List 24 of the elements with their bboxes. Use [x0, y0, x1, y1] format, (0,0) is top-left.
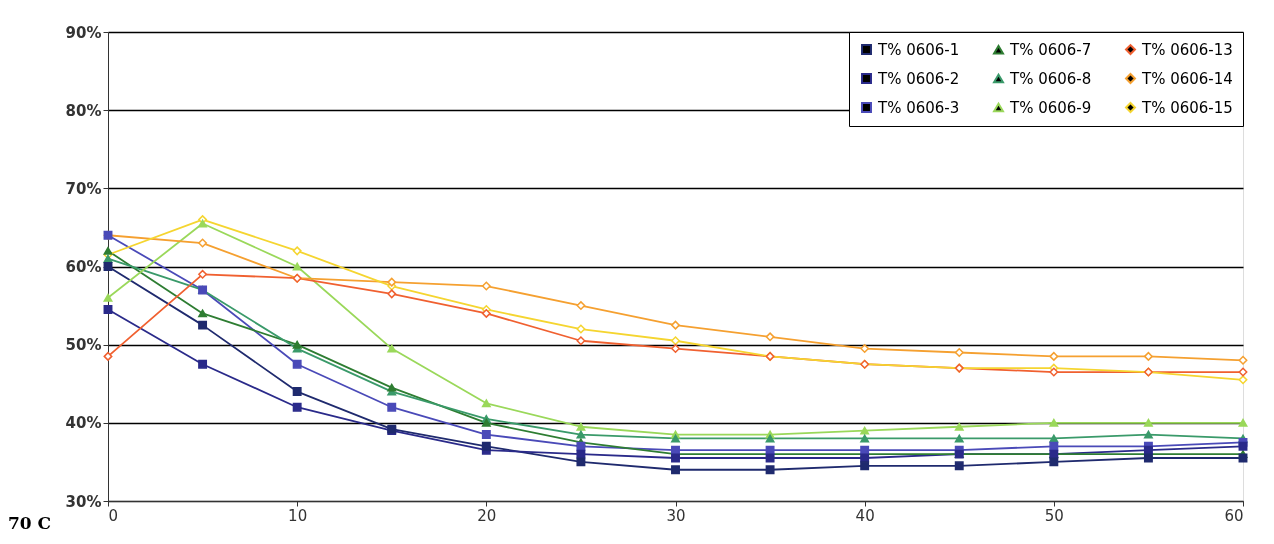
legend-label: T% 0606-3 [877, 98, 960, 117]
x-tick-label: 50 [1044, 506, 1064, 525]
legend-label: T% 0606-14 [1141, 69, 1233, 88]
x-tick-label: 60 [1224, 506, 1244, 525]
y-tick-label: 80% [65, 101, 102, 120]
text: 70 C [8, 513, 52, 533]
x-tick-label: 40 [855, 506, 875, 525]
x-tick-label: 0 [108, 506, 119, 525]
y-tick-label: 50% [65, 336, 102, 355]
legend-label: T% 0606-13 [1141, 40, 1233, 59]
y-tick-label: 30% [65, 492, 102, 511]
y-tick-label: 90% [65, 23, 102, 42]
legend-label: T% 0606-2 [877, 69, 960, 88]
x-tick-label: 10 [288, 506, 308, 525]
x-tick-label: 20 [477, 506, 497, 525]
legend-label: T% 0606-8 [1009, 69, 1092, 88]
legend-label: T% 0606-1 [877, 40, 960, 59]
legend-label: T% 0606-9 [1009, 98, 1092, 117]
x-tick-label: 30 [666, 506, 686, 525]
legend-label: T% 0606-7 [1009, 40, 1092, 59]
y-tick-label: 60% [65, 258, 102, 276]
y-tick-label: 70% [65, 179, 102, 198]
y-tick-label: 40% [65, 414, 102, 433]
legend-label: T% 0606-15 [1141, 98, 1233, 117]
